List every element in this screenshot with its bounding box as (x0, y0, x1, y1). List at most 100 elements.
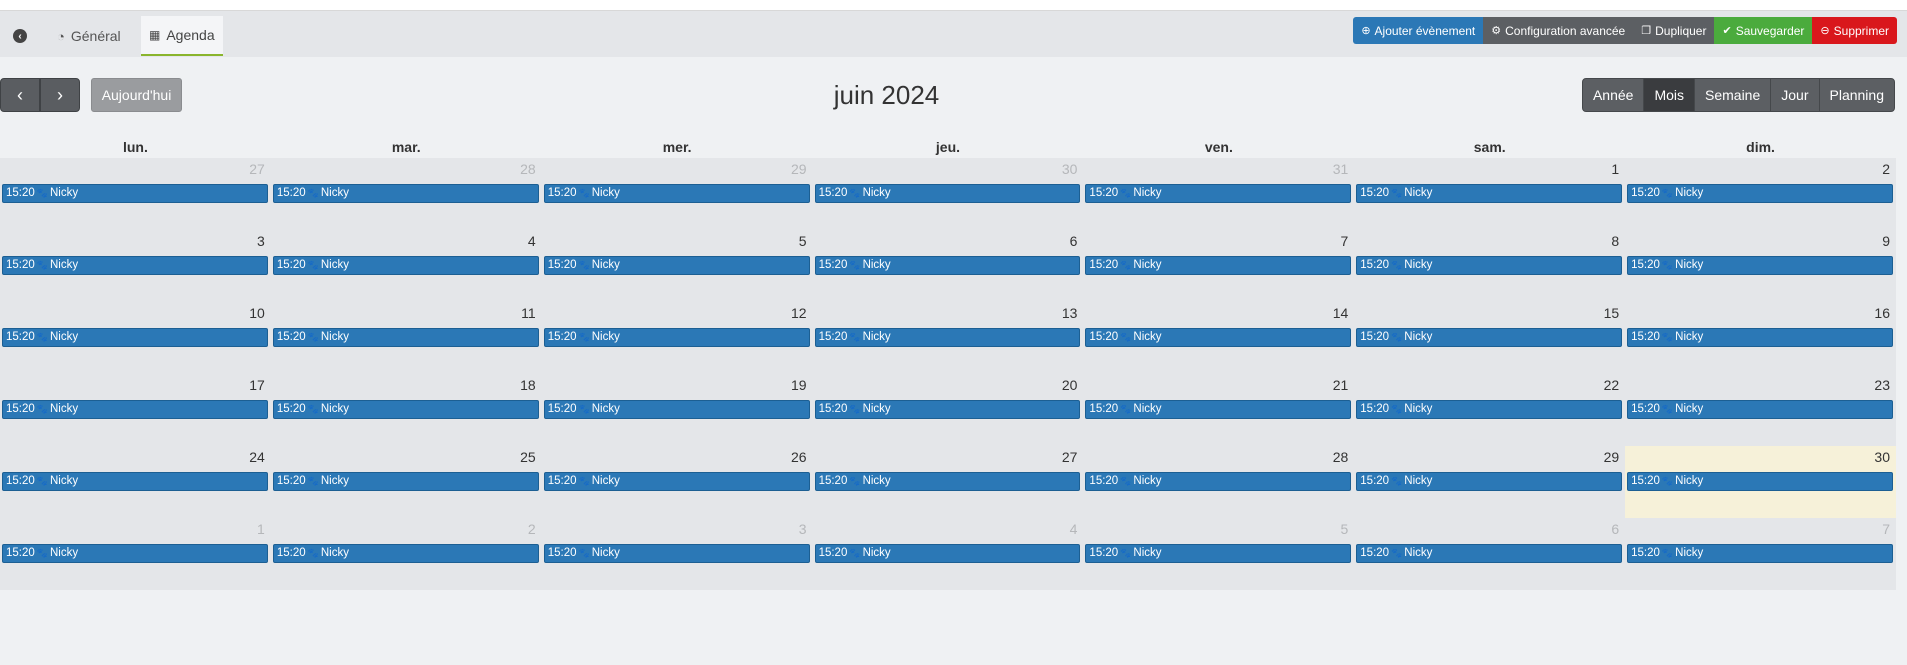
calendar-day-cell[interactable]: 26 15:20 🐾 Nicky (541, 446, 813, 518)
calendar-event[interactable]: 15:20 🐾 Nicky (272, 328, 539, 347)
calendar-event[interactable]: 15:20 🐾 Nicky (272, 184, 539, 203)
calendar-event[interactable]: 15:20 🐾 Nicky (1085, 472, 1352, 491)
day-number[interactable]: 26 (790, 449, 807, 465)
prev-month-button[interactable]: ‹ (0, 78, 40, 112)
calendar-event[interactable]: 15:20 🐾 Nicky (1627, 328, 1893, 347)
day-number[interactable]: 11 (521, 305, 536, 321)
day-number[interactable]: 24 (249, 449, 265, 465)
day-number[interactable]: 3 (257, 233, 265, 249)
calendar-day-cell[interactable]: 2 15:20 🐾 Nicky (1625, 158, 1896, 230)
day-number[interactable]: 27 (1061, 449, 1078, 465)
calendar-day-cell[interactable]: 19 15:20 🐾 Nicky (541, 374, 813, 446)
day-number[interactable]: 13 (1061, 305, 1078, 321)
calendar-event[interactable]: 15:20 🐾 Nicky (814, 184, 1081, 203)
calendar-day-cell[interactable]: 5 15:20 🐾 Nicky (541, 230, 813, 302)
calendar-event[interactable]: 15:20 🐾 Nicky (543, 328, 810, 347)
calendar-event[interactable]: 15:20 🐾 Nicky (1085, 184, 1352, 203)
calendar-day-cell[interactable]: 9 15:20 🐾 Nicky (1625, 230, 1896, 302)
day-number[interactable]: 5 (1340, 521, 1349, 537)
day-number[interactable]: 17 (249, 377, 265, 393)
calendar-event[interactable]: 15:20 🐾 Nicky (814, 400, 1081, 419)
day-number[interactable]: 6 (1611, 521, 1620, 537)
day-number[interactable]: 28 (1332, 449, 1349, 465)
day-number[interactable]: 6 (1069, 233, 1078, 249)
calendar-event[interactable]: 15:20 🐾 Nicky (814, 256, 1081, 275)
advanced-config-button[interactable]: ⚙ Configuration avancée (1483, 17, 1634, 44)
calendar-event[interactable]: 15:20 🐾 Nicky (543, 472, 810, 491)
calendar-event[interactable]: 15:20 🐾 Nicky (2, 256, 268, 275)
day-number[interactable]: 1 (257, 521, 265, 537)
calendar-event[interactable]: 15:20 🐾 Nicky (2, 400, 268, 419)
day-number[interactable]: 22 (1603, 377, 1620, 393)
calendar-event[interactable]: 15:20 🐾 Nicky (543, 256, 810, 275)
calendar-event[interactable]: 15:20 🐾 Nicky (1356, 400, 1623, 419)
calendar-day-cell[interactable]: 17 15:20 🐾 Nicky (0, 374, 271, 446)
calendar-day-cell[interactable]: 1 15:20 🐾 Nicky (0, 518, 271, 590)
calendar-day-cell[interactable]: 30 15:20 🐾 Nicky (812, 158, 1084, 230)
calendar-day-cell[interactable]: 8 15:20 🐾 Nicky (1354, 230, 1626, 302)
day-number[interactable]: 21 (1332, 377, 1349, 393)
calendar-day-cell[interactable]: 4 15:20 🐾 Nicky (270, 230, 542, 302)
calendar-event[interactable]: 15:20 🐾 Nicky (1356, 328, 1623, 347)
calendar-day-cell[interactable]: 6 15:20 🐾 Nicky (1354, 518, 1626, 590)
day-number[interactable]: 19 (790, 377, 807, 393)
duplicate-button[interactable]: ❐ Dupliquer (1633, 17, 1715, 44)
day-number[interactable]: 7 (1882, 521, 1890, 537)
calendar-day-cell[interactable]: 23 15:20 🐾 Nicky (1625, 374, 1896, 446)
next-month-button[interactable]: › (40, 78, 80, 112)
day-number[interactable]: 4 (527, 233, 536, 249)
calendar-day-cell[interactable]: 31 15:20 🐾 Nicky (1083, 158, 1355, 230)
day-number[interactable]: 7 (1340, 233, 1349, 249)
calendar-event[interactable]: 15:20 🐾 Nicky (1085, 544, 1352, 563)
calendar-event[interactable]: 15:20 🐾 Nicky (2, 328, 268, 347)
day-number[interactable]: 30 (1061, 161, 1078, 177)
day-number[interactable]: 20 (1061, 377, 1078, 393)
day-number[interactable]: 14 (1332, 305, 1349, 321)
calendar-day-cell[interactable]: 21 15:20 🐾 Nicky (1083, 374, 1355, 446)
day-number[interactable]: 16 (1874, 305, 1890, 321)
calendar-day-cell[interactable]: 25 15:20 🐾 Nicky (270, 446, 542, 518)
calendar-day-cell[interactable]: 3 15:20 🐾 Nicky (541, 518, 813, 590)
back-button[interactable]: ‹ (5, 16, 35, 56)
day-number[interactable]: 27 (249, 161, 265, 177)
day-number[interactable]: 4 (1069, 521, 1078, 537)
calendar-day-cell[interactable]: 28 15:20 🐾 Nicky (270, 158, 542, 230)
day-number[interactable]: 1 (1611, 161, 1620, 177)
day-number[interactable]: 29 (790, 161, 807, 177)
tab-general[interactable]: ◔ Général (49, 16, 129, 56)
tab-agenda[interactable]: ▦ Agenda (141, 16, 223, 56)
day-number[interactable]: 3 (798, 521, 807, 537)
calendar-day-cell[interactable]: 22 15:20 🐾 Nicky (1354, 374, 1626, 446)
calendar-event[interactable]: 15:20 🐾 Nicky (1627, 400, 1893, 419)
calendar-day-cell[interactable]: 4 15:20 🐾 Nicky (812, 518, 1084, 590)
calendar-event[interactable]: 15:20 🐾 Nicky (2, 544, 268, 563)
calendar-event[interactable]: 15:20 🐾 Nicky (543, 544, 810, 563)
calendar-day-cell[interactable]: 29 15:20 🐾 Nicky (1354, 446, 1626, 518)
calendar-day-cell[interactable]: 11 15:20 🐾 Nicky (270, 302, 542, 374)
calendar-day-cell[interactable]: 29 15:20 🐾 Nicky (541, 158, 813, 230)
day-number[interactable]: 15 (1603, 305, 1620, 321)
add-event-button[interactable]: ⊕ Ajouter évènement (1353, 17, 1484, 44)
calendar-event[interactable]: 15:20 🐾 Nicky (272, 544, 539, 563)
calendar-event[interactable]: 15:20 🐾 Nicky (1627, 544, 1893, 563)
calendar-day-cell[interactable]: 18 15:20 🐾 Nicky (270, 374, 542, 446)
calendar-event[interactable]: 15:20 🐾 Nicky (814, 328, 1081, 347)
calendar-event[interactable]: 15:20 🐾 Nicky (1356, 472, 1623, 491)
calendar-day-cell[interactable]: 1 15:20 🐾 Nicky (1354, 158, 1626, 230)
day-number[interactable]: 9 (1882, 233, 1890, 249)
calendar-day-cell[interactable]: 24 15:20 🐾 Nicky (0, 446, 271, 518)
day-number[interactable]: 25 (520, 449, 536, 465)
delete-button[interactable]: ⊖ Supprimer (1812, 17, 1897, 44)
calendar-event[interactable]: 15:20 🐾 Nicky (2, 472, 268, 491)
calendar-day-cell[interactable]: 15 15:20 🐾 Nicky (1354, 302, 1626, 374)
calendar-day-cell[interactable]: 27 15:20 🐾 Nicky (812, 446, 1084, 518)
calendar-event[interactable]: 15:20 🐾 Nicky (1356, 544, 1623, 563)
calendar-day-cell[interactable]: 16 15:20 🐾 Nicky (1625, 302, 1896, 374)
save-button[interactable]: ✔ Sauvegarder (1714, 17, 1813, 44)
calendar-event[interactable]: 15:20 🐾 Nicky (1085, 256, 1352, 275)
calendar-day-cell[interactable]: 27 15:20 🐾 Nicky (0, 158, 271, 230)
day-number[interactable]: 2 (527, 521, 536, 537)
view-button[interactable]: Mois (1643, 78, 1695, 112)
calendar-event[interactable]: 15:20 🐾 Nicky (543, 184, 810, 203)
calendar-day-cell[interactable]: 28 15:20 🐾 Nicky (1083, 446, 1355, 518)
